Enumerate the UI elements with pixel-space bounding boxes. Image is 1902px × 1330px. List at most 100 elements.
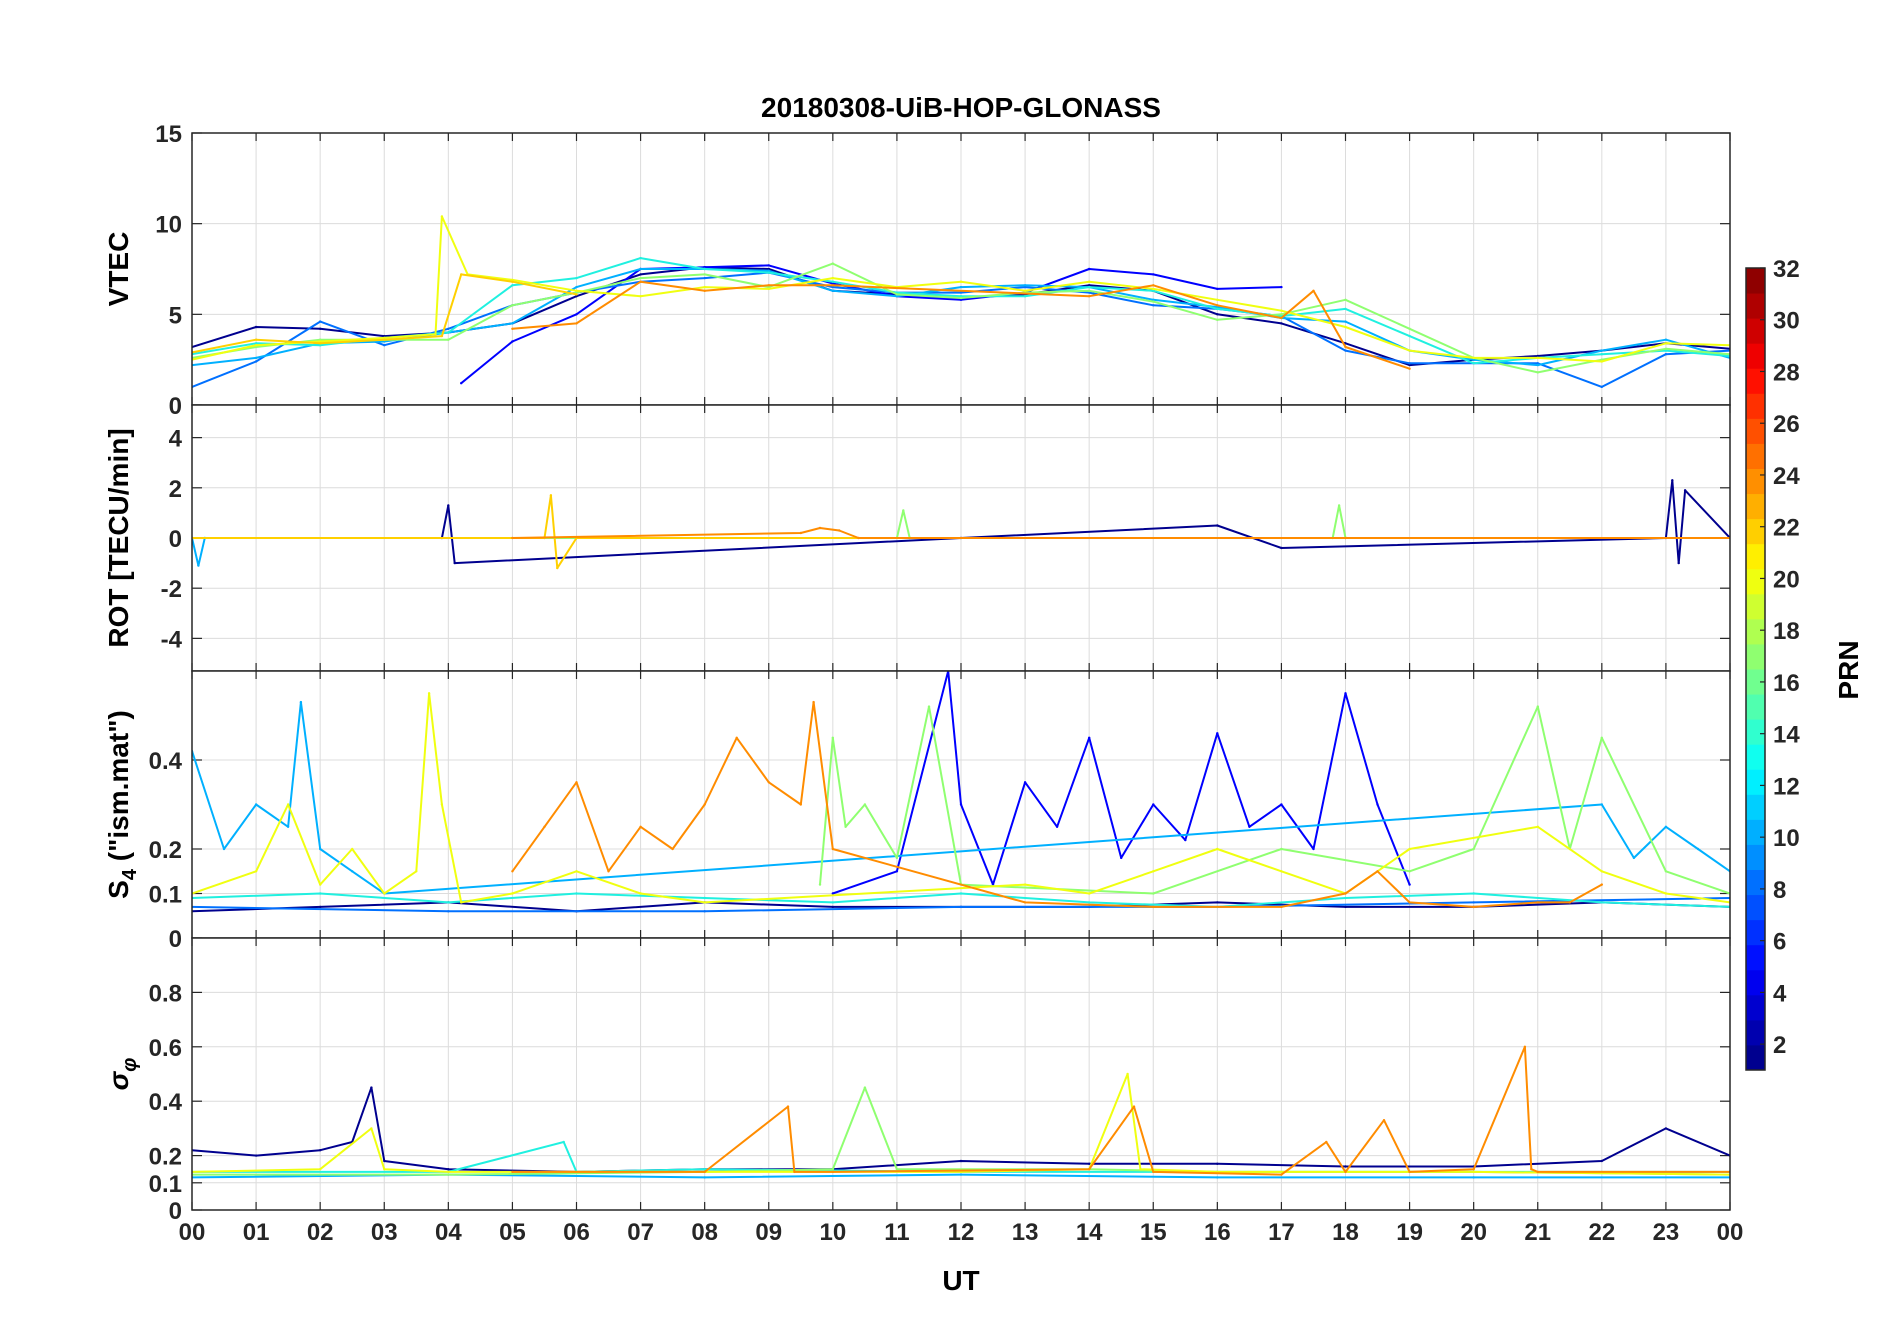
panel-rot-series (192, 479, 1730, 570)
data-point (1536, 371, 1540, 374)
data-point (1023, 781, 1027, 784)
y-axis-label-vtec: VTEC (103, 232, 134, 307)
colorbar-band (1746, 268, 1765, 294)
panel-rot: -4 -2 0 2 4 ROT [TECU/min] (103, 404, 1731, 672)
data-point (254, 345, 258, 349)
data-point (1152, 287, 1155, 291)
y-tick-label: 0.1 (149, 882, 182, 909)
data-point (1600, 353, 1604, 356)
data-point (818, 526, 822, 530)
data-point (767, 287, 770, 291)
data-point (1325, 1140, 1328, 1144)
data-point (319, 892, 322, 895)
data-point (383, 1159, 386, 1163)
colorbar-band (1746, 368, 1765, 394)
data-point (222, 847, 226, 851)
data-point (197, 564, 200, 567)
data-point (1088, 736, 1091, 739)
data-point (1472, 1170, 1475, 1174)
x-tick-label: 15 (1140, 1219, 1167, 1246)
data-point (511, 892, 514, 895)
data-point (1088, 280, 1091, 283)
data-point (447, 1173, 450, 1176)
series-line-prn-1 (192, 479, 1730, 565)
colorbar-band (1746, 593, 1765, 620)
data-point (319, 342, 322, 345)
colorbar-band (1746, 643, 1765, 670)
data-point (1055, 825, 1059, 828)
data-point (1530, 1168, 1533, 1171)
data-point (511, 280, 514, 283)
data-point (1216, 847, 1219, 851)
data-point (1132, 1105, 1136, 1108)
data-point (1523, 1045, 1527, 1049)
series-line-prn-22 (192, 494, 1730, 570)
y-tick-label: 0.1 (149, 1171, 182, 1198)
x-tick-label: 23 (1653, 1219, 1680, 1246)
data-point (1023, 285, 1027, 289)
data-point (1600, 360, 1604, 363)
colorbar-band (1746, 543, 1765, 570)
data-point (1568, 901, 1572, 904)
data-point (1664, 342, 1668, 345)
data-point (1683, 489, 1687, 492)
data-point (1152, 1170, 1155, 1174)
data-point (703, 285, 706, 289)
data-point (1312, 847, 1315, 851)
data-point (844, 825, 847, 828)
data-point (1344, 905, 1347, 909)
series-line-prn-22 (192, 273, 577, 354)
data-point (639, 892, 642, 895)
x-tick-label: 08 (691, 1219, 718, 1246)
colorbar-tick-label: 20 (1773, 566, 1800, 593)
data-point (1088, 289, 1091, 292)
data-point (959, 291, 963, 294)
data-point (562, 1140, 565, 1144)
colorbar-band (1746, 844, 1765, 870)
data-point (1088, 295, 1091, 298)
data-point (838, 529, 841, 532)
x-tick-label: 12 (948, 1219, 975, 1246)
data-point (1344, 892, 1347, 895)
data-point (959, 295, 963, 298)
data-point (1344, 342, 1347, 345)
colorbar-band (1746, 794, 1765, 820)
y-tick-label: 0.2 (149, 837, 182, 864)
x-axis: 00 01 02 03 04 05 06 07 08 09 10 11 12 13 14 15 16 17 18 19… (179, 1219, 1744, 1246)
data-point (1344, 896, 1347, 900)
data-point (460, 901, 463, 904)
data-point (857, 536, 860, 540)
data-point (447, 1170, 450, 1174)
data-point (1376, 803, 1379, 806)
data-point (895, 1168, 899, 1171)
data-point (511, 284, 514, 287)
data-point (1088, 1162, 1091, 1166)
data-point (1216, 287, 1219, 291)
data-point (1152, 892, 1155, 895)
data-point (1408, 870, 1411, 873)
colorbar-label: PRN (1833, 640, 1864, 699)
colorbar-tick-label: 26 (1773, 411, 1800, 438)
data-point (703, 910, 706, 913)
data-point (1472, 892, 1475, 895)
data-point (1536, 1170, 1540, 1174)
data-point (1216, 524, 1219, 527)
colorbar-band (1746, 769, 1765, 795)
data-point (319, 338, 322, 341)
data-point (1632, 856, 1636, 860)
data-point (1337, 504, 1341, 507)
data-point (1600, 1159, 1604, 1163)
y-tick-label: 15 (155, 121, 182, 148)
data-point (895, 870, 899, 873)
data-point (1536, 901, 1540, 904)
data-point (902, 509, 905, 512)
panel-sigma_phi: 00.10.2 0.4 0.6 0.8 σφ (103, 937, 1731, 1225)
data-point (1088, 291, 1091, 294)
data-point (319, 320, 322, 323)
data-point (831, 262, 834, 265)
data-point (254, 325, 258, 329)
colorbar-band (1746, 518, 1765, 545)
data-point (319, 847, 322, 851)
data-point (639, 276, 642, 280)
